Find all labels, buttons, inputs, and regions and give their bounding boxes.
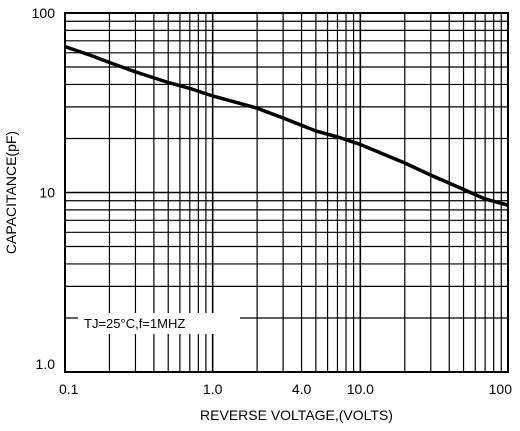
y-tick-label: 10: [39, 185, 55, 201]
y-tick-label: 100: [32, 5, 56, 21]
y-tick-label: 1.0: [36, 356, 56, 372]
x-tick-label: 100: [489, 381, 513, 397]
x-tick-label: 4.0: [292, 381, 312, 397]
x-axis-label: REVERSE VOLTAGE,(VOLTS): [200, 407, 393, 423]
plot-frame: [64, 12, 509, 373]
y-axis-label: CAPACITANCE(pF): [3, 131, 19, 254]
capacitance-curve: [64, 44, 509, 207]
x-tick-label: 10.0: [347, 381, 374, 397]
annotation-text: TJ=25°C,f=1MHZ: [84, 316, 185, 331]
grid: [65, 13, 508, 372]
x-tick-label: 1.0: [203, 381, 223, 397]
x-tick-label: 0.1: [59, 381, 79, 397]
annotation-background: [78, 313, 240, 334]
